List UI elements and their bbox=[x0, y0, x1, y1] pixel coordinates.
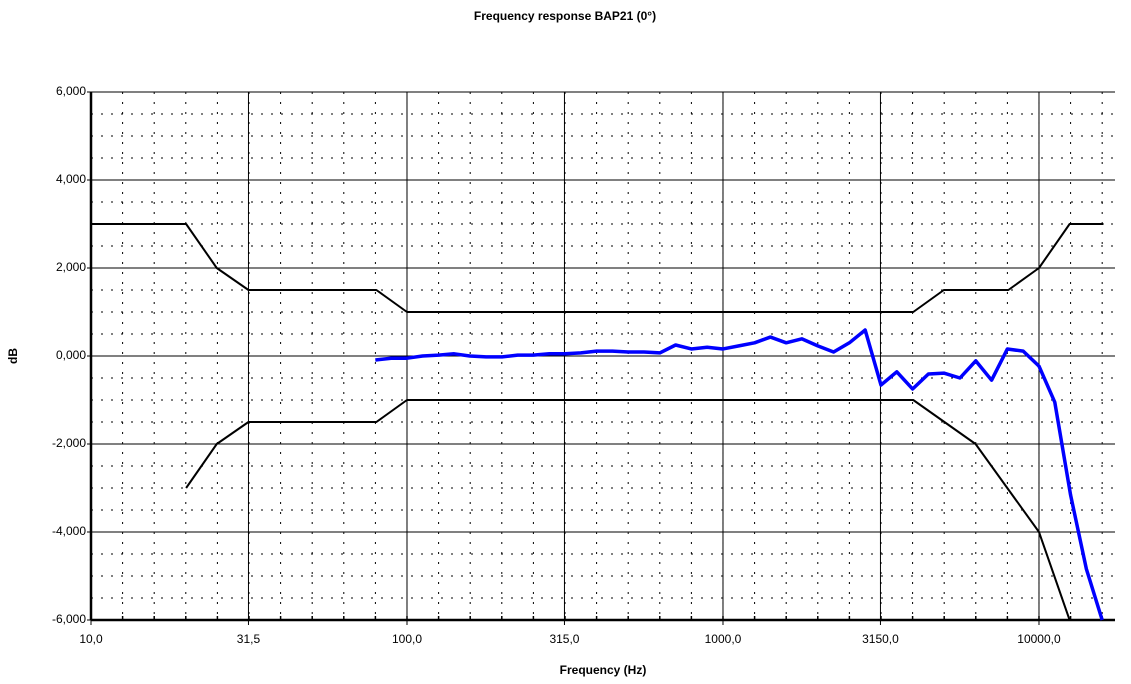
y-tick-label: 6,000 bbox=[56, 84, 86, 98]
series-line bbox=[185, 399, 1071, 621]
chart-title: Frequency response BAP21 (0°) bbox=[474, 9, 656, 23]
y-tick-label: -6,000 bbox=[52, 612, 86, 626]
y-tick-label: 4,000 bbox=[56, 172, 86, 186]
x-tick-label: 31,5 bbox=[237, 632, 261, 646]
y-tick-label: -4,000 bbox=[52, 524, 86, 538]
y-tick-label: -2,000 bbox=[52, 436, 86, 450]
x-tick-label: 3150,0 bbox=[862, 632, 899, 646]
y-tick-label: 0,000 bbox=[56, 348, 86, 362]
x-tick-label: 10000,0 bbox=[1017, 632, 1061, 646]
x-tick-label: 315,0 bbox=[549, 632, 579, 646]
y-tick-label: 2,000 bbox=[56, 260, 86, 274]
x-tick-label: 10,0 bbox=[79, 632, 103, 646]
y-axis-label: dB bbox=[6, 348, 20, 364]
x-tick-label: 1000,0 bbox=[705, 632, 742, 646]
x-axis-label: Frequency (Hz) bbox=[560, 663, 647, 677]
series-line bbox=[91, 223, 1104, 313]
series-line bbox=[375, 328, 1104, 621]
x-tick-label: 100,0 bbox=[392, 632, 422, 646]
